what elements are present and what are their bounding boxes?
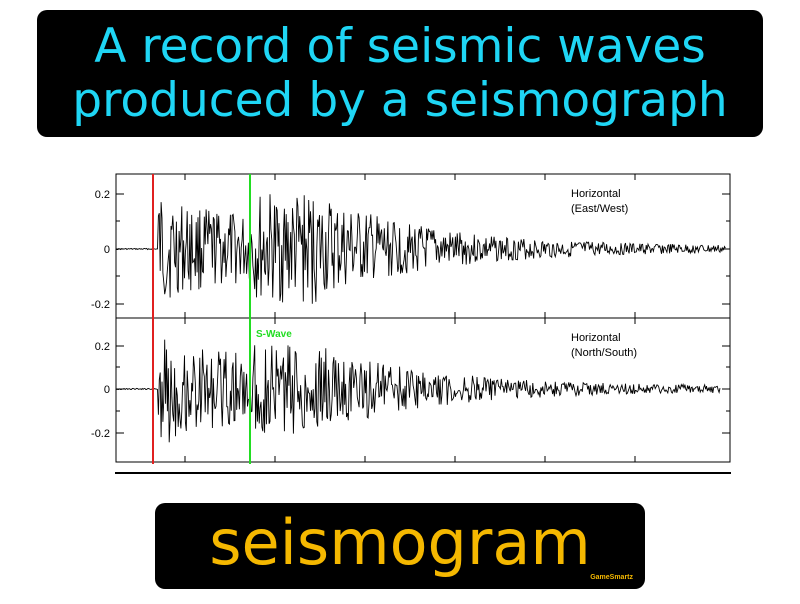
- y-tick-label: 0: [104, 384, 110, 396]
- panel-east-west: 0.2 0 -0.2 Horizontal (East/West): [91, 173, 731, 319]
- panel-north-south: 0.2 0 -0.2 Horizontal (North/South) S-Wa…: [91, 317, 731, 463]
- definition-banner: A record of seismic waves produced by a …: [37, 10, 763, 137]
- term-title: seismogram: [209, 506, 591, 579]
- panel-label-2: (North/South): [571, 347, 637, 359]
- y-tick-label: 0.2: [95, 341, 110, 353]
- term-banner: seismogram GameSmartz: [155, 503, 645, 589]
- y-tick-label: -0.2: [91, 428, 110, 440]
- s-wave-label: S-Wave: [256, 329, 292, 340]
- y-axis-ticks: [116, 345, 730, 434]
- y-axis-ticks: [116, 193, 730, 305]
- panel-frame: [115, 317, 731, 463]
- definition-line-2: produced by a seismograph: [72, 72, 728, 128]
- brand-logo: GameSmartz: [590, 574, 633, 581]
- y-tick-label: 0.2: [95, 189, 110, 201]
- y-tick-label: 0: [104, 244, 110, 256]
- panel-label-2: (East/West): [571, 203, 628, 215]
- panel-label-1: Horizontal: [571, 332, 621, 344]
- y-tick-label: -0.2: [91, 299, 110, 311]
- x-axis-ticks: [184, 318, 636, 462]
- seismic-trace-north-south: [116, 339, 721, 443]
- panel-label-1: Horizontal: [571, 188, 621, 200]
- x-axis-ticks: [184, 174, 636, 318]
- seismic-trace-east-west: [116, 194, 726, 304]
- definition-line-1: A record of seismic waves: [94, 18, 706, 74]
